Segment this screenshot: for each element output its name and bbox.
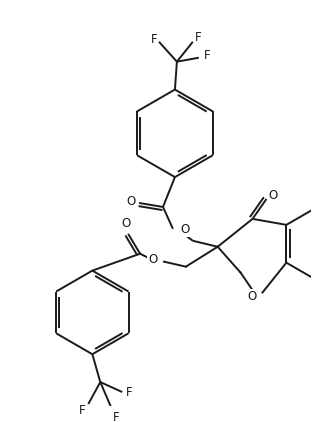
Text: F: F xyxy=(195,31,201,44)
Text: F: F xyxy=(113,411,120,422)
Text: O: O xyxy=(269,189,278,202)
Text: O: O xyxy=(148,253,158,266)
Text: F: F xyxy=(79,404,86,417)
Text: F: F xyxy=(204,49,210,62)
Text: O: O xyxy=(121,217,131,230)
Text: F: F xyxy=(126,386,133,398)
Text: O: O xyxy=(247,290,256,303)
Text: F: F xyxy=(151,33,157,46)
Text: O: O xyxy=(180,223,190,236)
Text: O: O xyxy=(126,195,136,208)
